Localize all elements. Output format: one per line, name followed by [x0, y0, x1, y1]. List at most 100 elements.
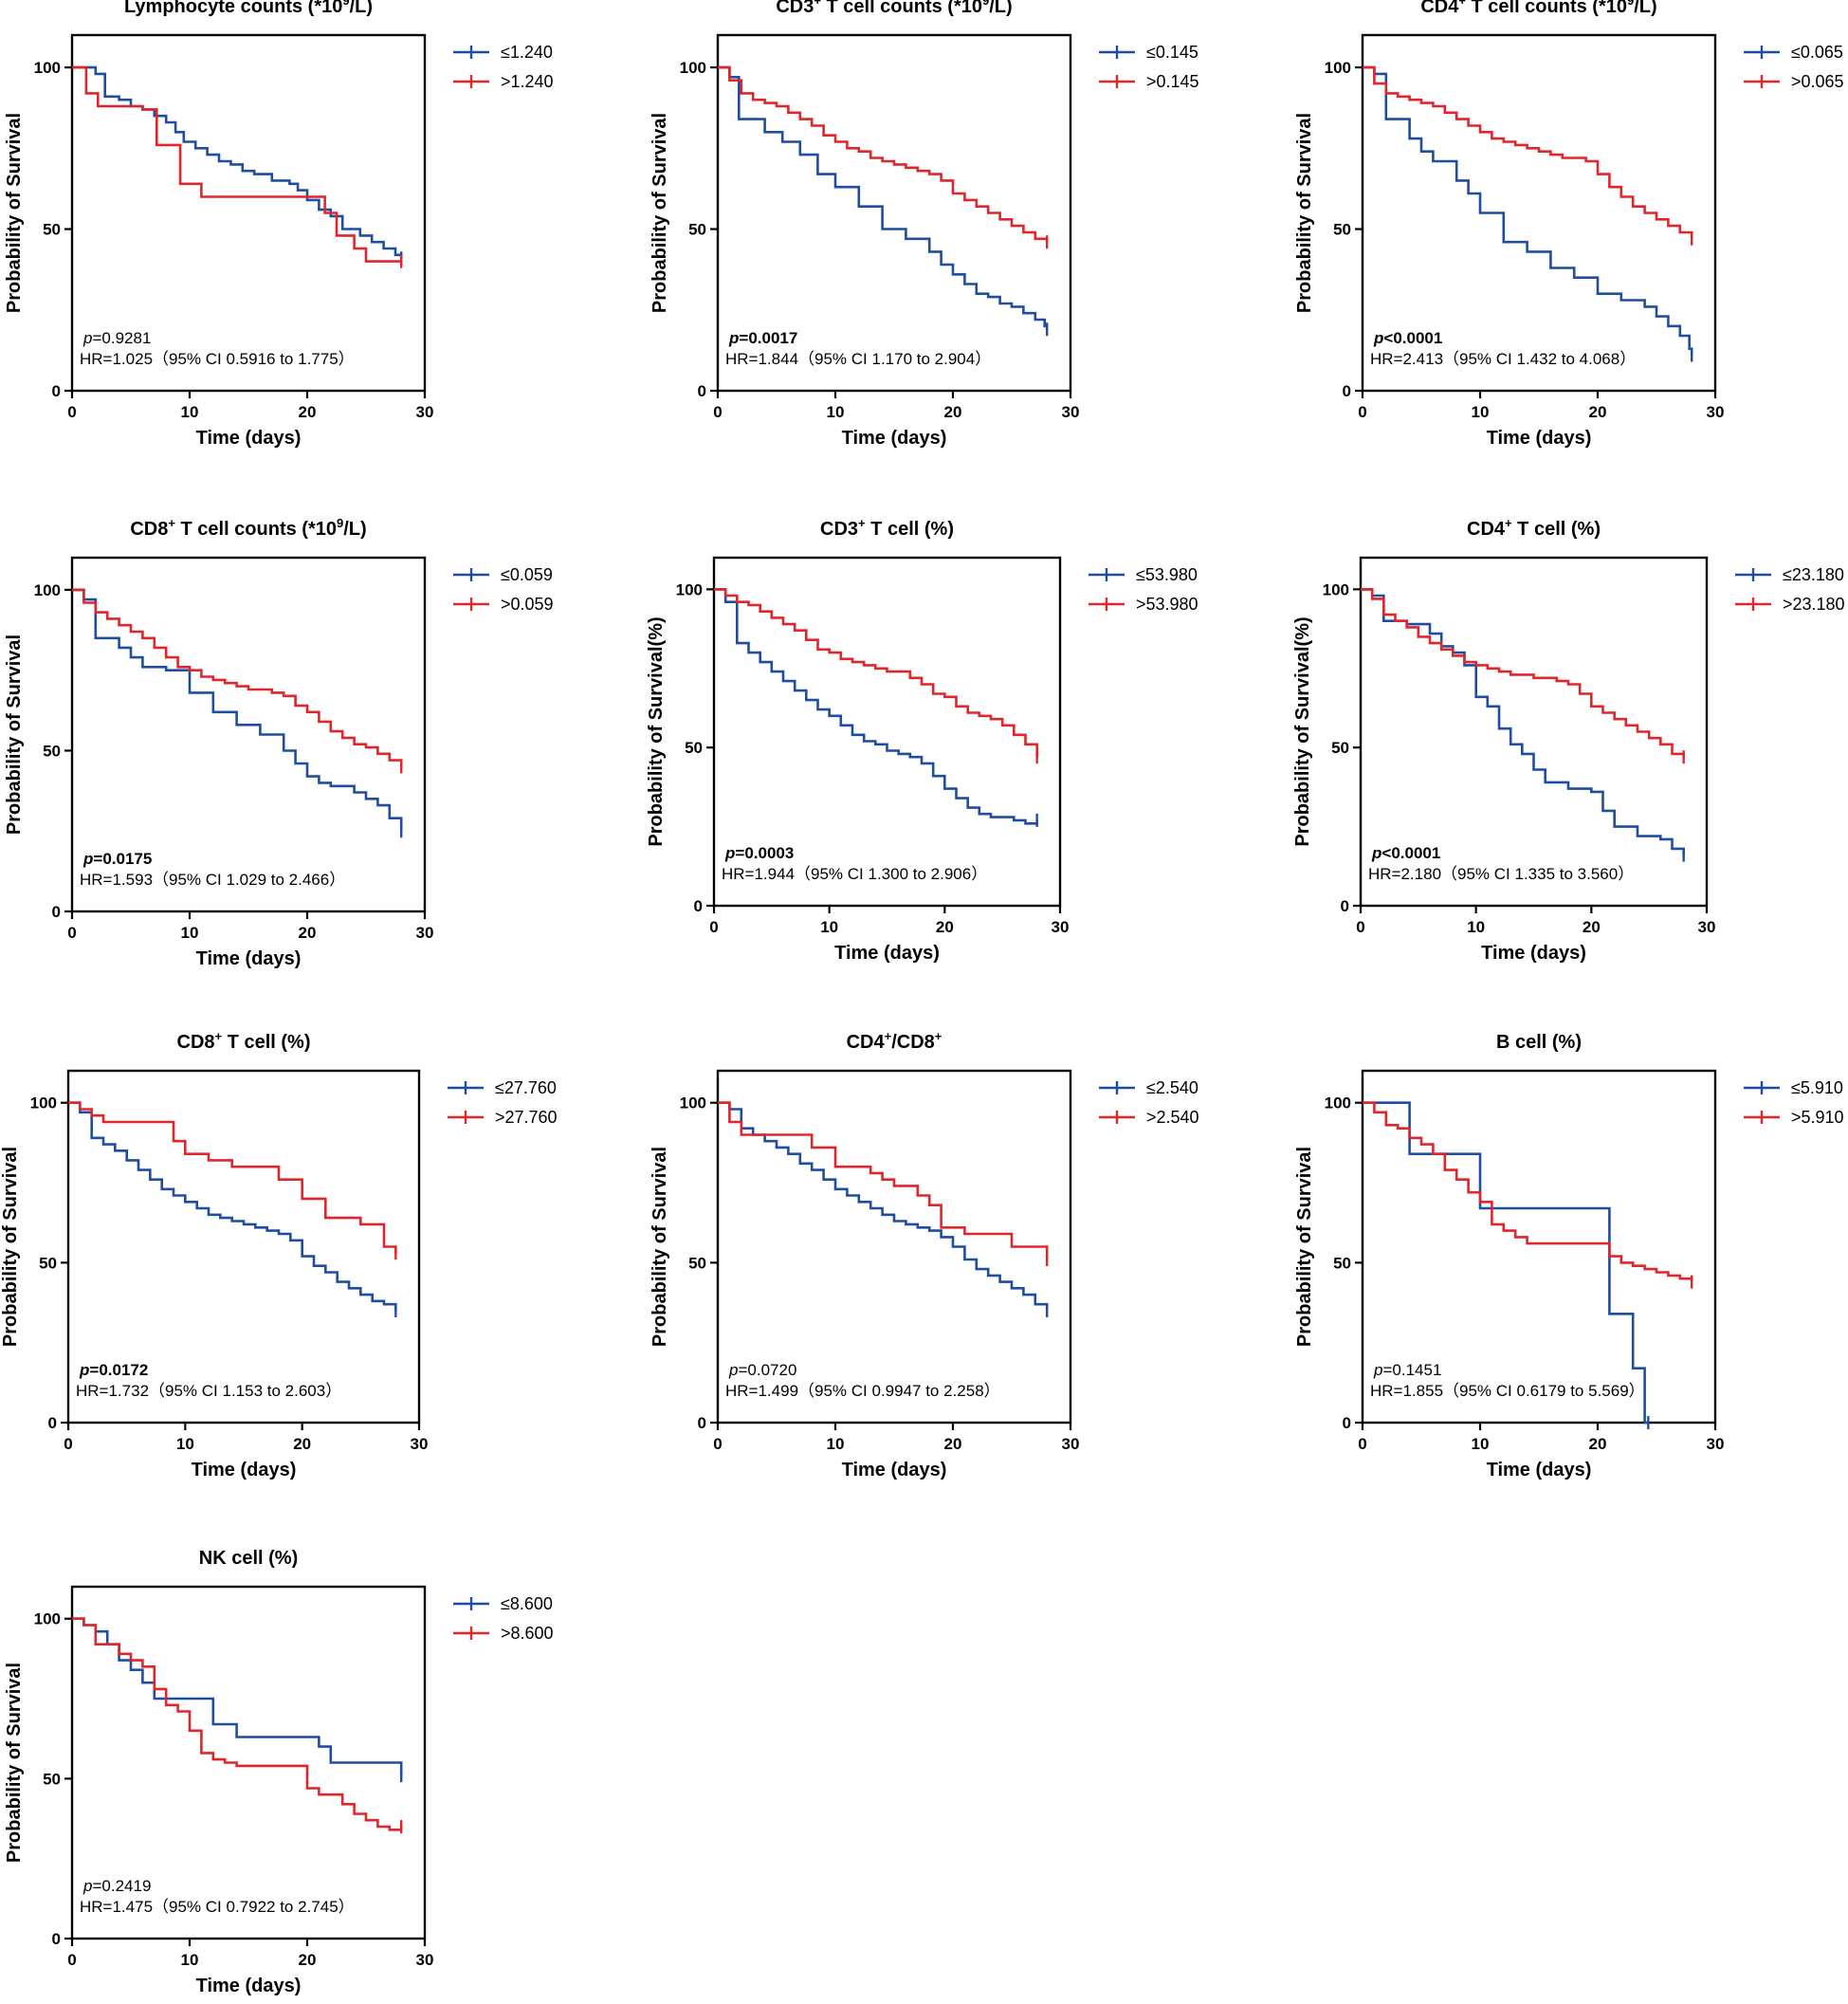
x-tick-label: 30: [1062, 403, 1080, 421]
plot-frame: [1361, 1069, 1717, 1425]
p-value-text: p=0.0172: [79, 1361, 148, 1379]
x-tick-label: 10: [181, 1951, 199, 1969]
p-symbol: p: [724, 844, 735, 862]
x-axis-label: Time (days): [842, 428, 947, 449]
title-text: /L): [350, 0, 373, 17]
legend-label: ≤0.065: [1791, 43, 1843, 62]
hazard-ratio-text: HR=2.180（95% CI 1.335 to 3.560）: [1368, 865, 1634, 883]
x-tick-label: 30: [411, 1435, 429, 1453]
x-tick-label: 10: [1467, 918, 1485, 936]
p-value: =0.0720: [738, 1361, 796, 1379]
title-superscript: 9: [1627, 0, 1634, 8]
x-tick-label: 30: [416, 924, 434, 942]
chart-panel-5: CD3+ T cell (%) 0 10 20 30 0 50 100 Time (days) P…: [646, 516, 1198, 964]
y-axis-label: Probability of Survival: [4, 113, 25, 313]
y-tick-label: 0: [698, 382, 706, 400]
y-tick-label: 0: [52, 1930, 61, 1948]
hazard-ratio-text: HR=1.499（95% CI 0.9947 to 2.258）: [725, 1382, 1000, 1400]
x-tick-label: 30: [416, 403, 434, 421]
y-tick-label: 100: [30, 1094, 57, 1112]
legend-label: >2.540: [1146, 1108, 1199, 1127]
x-tick-label: 10: [1472, 1435, 1490, 1453]
plot-frame: [70, 556, 427, 913]
survival-curve-high: [714, 588, 1038, 758]
title-text: CD3: [776, 0, 814, 17]
chart-panel-3: CD4+ T cell counts (*109/L) 0 10 20 30 0 50 100…: [1294, 0, 1844, 449]
survival-curve-low: [68, 1101, 397, 1311]
x-tick-label: 20: [299, 924, 317, 942]
y-tick-label: 50: [39, 1254, 57, 1272]
survival-curve-high: [718, 1101, 1049, 1259]
plot-frame: [70, 1585, 427, 1940]
p-value-text: p=0.9281: [82, 329, 151, 347]
p-value-text: p=0.0003: [724, 844, 794, 862]
plot-frame: [70, 33, 427, 393]
y-tick-label: 50: [685, 739, 703, 757]
x-tick-label: 10: [1472, 403, 1490, 421]
chart-title: NK cell (%): [199, 1548, 298, 1569]
title-superscript: 9: [342, 0, 349, 8]
chart-panel-2: CD3+ T cell counts (*109/L) 0 10 20 30 0 50 100…: [650, 0, 1199, 449]
x-tick-label: 10: [181, 403, 199, 421]
survival-curve-low: [72, 65, 403, 259]
legend-label: >0.059: [501, 595, 554, 614]
survival-curve-high: [72, 588, 403, 767]
plot-frame: [712, 556, 1062, 908]
title-text: CD8: [130, 519, 168, 540]
x-tick-label: 0: [1356, 918, 1364, 936]
legend-entry: ≤2.540: [1099, 1078, 1198, 1097]
p-value: =0.0017: [739, 329, 797, 347]
y-axis-label: Probability of Survival(%): [646, 616, 667, 846]
y-tick-label: 100: [676, 580, 703, 598]
y-tick-label: 100: [680, 59, 706, 77]
hazard-ratio-text: HR=1.475（95% CI 0.7922 to 2.745）: [80, 1898, 355, 1916]
legend-label: ≤23.180: [1783, 565, 1844, 584]
title-superscript: +: [215, 1029, 223, 1043]
x-tick-label: 0: [713, 403, 722, 421]
title-text: CD8: [177, 1032, 215, 1053]
y-axis-label: Probability of Survival: [650, 113, 670, 313]
legend-entry: >2.540: [1099, 1108, 1199, 1127]
x-tick-label: 0: [67, 924, 76, 942]
legend-entry: ≤53.980: [1089, 565, 1198, 584]
y-axis-label: Probability of Survival: [0, 1147, 21, 1347]
legend-label: ≤1.240: [501, 43, 553, 62]
legend-entry: ≤0.065: [1744, 43, 1843, 62]
survival-curve-high: [72, 1617, 403, 1831]
chart-title: CD4+ T cell (%): [1467, 516, 1601, 540]
y-tick-label: 50: [1331, 739, 1349, 757]
p-symbol: p: [1373, 329, 1383, 347]
y-axis-label: Probability of Survival(%): [1292, 616, 1313, 846]
legend-entry: ≤5.910: [1744, 1078, 1843, 1097]
title-text: CD4: [1420, 0, 1459, 17]
survival-curve-low: [1363, 65, 1693, 356]
x-tick-label: 10: [176, 1435, 194, 1453]
title-text: T cell counts (*10: [175, 519, 337, 540]
legend-label: >5.910: [1791, 1108, 1844, 1127]
x-tick-label: 10: [827, 403, 845, 421]
title-superscript: 9: [337, 516, 343, 530]
legend-entry: ≤27.760: [448, 1078, 557, 1097]
p-value: =0.0175: [93, 850, 152, 868]
y-tick-label: 0: [1341, 897, 1349, 915]
x-tick-label: 30: [1062, 1435, 1080, 1453]
x-tick-label: 20: [1589, 1435, 1607, 1453]
legend-label: >0.065: [1791, 72, 1844, 91]
x-tick-label: 30: [1052, 918, 1070, 936]
y-axis-label: Probability of Survival: [650, 1147, 670, 1347]
p-symbol: p: [1373, 1361, 1382, 1379]
p-value-text: p=0.0720: [728, 1361, 796, 1379]
chart-title: Lymphocyte counts (*109/L): [124, 0, 373, 17]
p-value-text: p=0.1451: [1373, 1361, 1441, 1379]
x-tick-label: 0: [67, 403, 76, 421]
p-symbol: p: [1371, 844, 1381, 862]
title-text: CD3: [820, 519, 858, 540]
x-tick-label: 20: [299, 1951, 317, 1969]
x-tick-label: 0: [1358, 403, 1366, 421]
survival-curve-high: [68, 1101, 397, 1254]
title-superscript: +: [1505, 516, 1512, 530]
y-axis-label: Probability of Survival: [1294, 113, 1315, 313]
survival-curve-high: [718, 65, 1049, 243]
legend-label: >0.145: [1146, 72, 1199, 91]
